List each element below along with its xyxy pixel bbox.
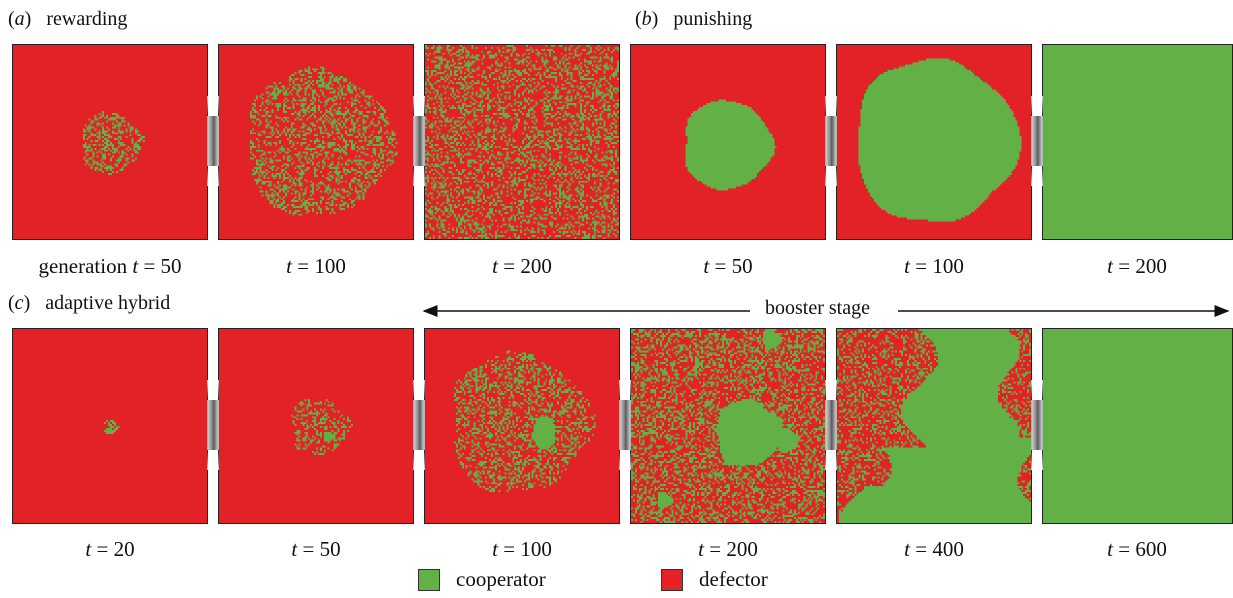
- panel-label-b: (b) punishing: [635, 8, 753, 30]
- legend-label-defector: defector: [699, 567, 768, 591]
- legend-swatch-defector: [661, 569, 683, 591]
- legend-label-cooperator: cooperator: [456, 567, 546, 591]
- panel-label-c: (c) adaptive hybrid: [8, 292, 171, 314]
- panel-title-c: adaptive hybrid: [45, 292, 171, 314]
- snapshot-punishing-t200: [1042, 44, 1233, 240]
- lattice-background: [1043, 45, 1232, 239]
- connector: [413, 96, 425, 186]
- caption-c-3: t = 100: [492, 537, 552, 561]
- caption-b-3: t = 200: [1107, 254, 1167, 278]
- panel-title-b: punishing: [673, 8, 753, 30]
- caption-c-2: t = 50: [291, 537, 341, 561]
- booster-stage-label: booster stage: [765, 297, 870, 319]
- booster-stage-arrow: [422, 305, 1230, 317]
- snapshot-hybrid-t20: [12, 328, 208, 524]
- lattice-background: [1043, 329, 1232, 523]
- connector: [825, 96, 837, 186]
- snapshot-hybrid-t600: [1042, 328, 1233, 524]
- snapshot-rewarding-t100: [218, 44, 414, 240]
- caption-b-1: t = 50: [703, 254, 753, 278]
- caption-a-1: generation t = 50: [38, 254, 182, 278]
- caption-b-2: t = 100: [904, 254, 964, 278]
- snapshot-rewarding-t50: [12, 44, 208, 240]
- snapshot-hybrid-t50: [218, 328, 414, 524]
- snapshot-hybrid-t200: [630, 328, 826, 524]
- connector: [207, 380, 219, 470]
- snapshot-rewarding-t200: [424, 44, 620, 240]
- caption-a-2: t = 100: [286, 254, 346, 278]
- cooperator-cells: [858, 58, 1022, 222]
- lattice-background: [13, 45, 207, 239]
- panel-title-a: rewarding: [46, 8, 128, 30]
- caption-c-1: t = 20: [85, 537, 135, 561]
- cooperator-cells: [104, 420, 120, 434]
- cooperator-cells: [837, 329, 1031, 523]
- connector: [825, 380, 837, 470]
- connector: [619, 380, 631, 470]
- caption-c-4: t = 200: [698, 537, 758, 561]
- panel-label-a: (a) rewarding: [8, 8, 128, 30]
- snapshot-punishing-t50: [630, 44, 826, 240]
- cooperator-cells: [454, 350, 596, 492]
- connector: [413, 380, 425, 470]
- connector: [207, 96, 219, 186]
- snapshot-hybrid-t400: [836, 328, 1032, 524]
- cooperator-cells: [631, 329, 825, 523]
- caption-c-5: t = 400: [904, 537, 964, 561]
- cooperator-cells: [685, 99, 777, 191]
- caption-a-3: t = 200: [492, 254, 552, 278]
- cooperator-cells: [425, 45, 619, 239]
- legend-swatch-cooperator: [418, 569, 440, 591]
- caption-c-6: t = 600: [1107, 537, 1167, 561]
- connector: [1031, 96, 1043, 186]
- snapshot-punishing-t100: [836, 44, 1032, 240]
- connector: [1031, 380, 1043, 470]
- snapshot-hybrid-t100: [424, 328, 620, 524]
